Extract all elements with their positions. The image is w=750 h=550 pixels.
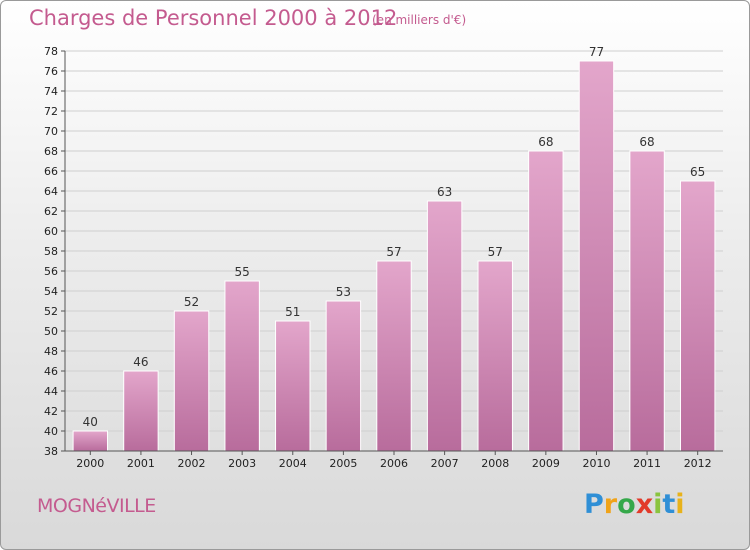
x-tick-label: 2001 — [127, 457, 155, 470]
bar-value-label: 46 — [133, 355, 148, 369]
x-tick-label: 2009 — [532, 457, 560, 470]
chart-subtitle: (en milliers d'€) — [372, 13, 467, 27]
x-tick-label: 2008 — [481, 457, 509, 470]
x-tick-label: 2011 — [633, 457, 661, 470]
y-tick-label: 74 — [44, 85, 58, 98]
x-tick-label: 2000 — [76, 457, 104, 470]
bar-value-label: 77 — [589, 45, 604, 59]
y-tick-label: 54 — [44, 285, 58, 298]
y-tick-label: 60 — [44, 225, 58, 238]
logo-letter: P — [584, 489, 604, 520]
y-tick-label: 70 — [44, 125, 58, 138]
y-tick-label: 44 — [44, 385, 58, 398]
bar-value-label: 57 — [386, 245, 401, 259]
x-tick-label: 2003 — [228, 457, 256, 470]
bar — [528, 150, 564, 452]
y-tick-label: 52 — [44, 305, 58, 318]
y-tick-label: 50 — [44, 325, 58, 338]
bar — [325, 300, 362, 452]
logo-letter: r — [603, 489, 618, 520]
x-tick-label: 2010 — [582, 457, 610, 470]
y-tick-label: 40 — [44, 425, 58, 438]
x-tick-label: 2012 — [684, 457, 712, 470]
bar — [629, 150, 665, 452]
commune-name: MOGNéVILLE — [37, 495, 156, 517]
y-tick-label: 62 — [44, 205, 58, 218]
y-tick-label: 76 — [44, 65, 58, 78]
proxiti-logo: Proxiti — [584, 489, 685, 520]
y-tick-label: 56 — [44, 265, 58, 278]
bar-value-label: 68 — [639, 135, 654, 149]
bar-value-label: 68 — [538, 135, 553, 149]
bar-value-label: 53 — [336, 285, 351, 299]
bar — [679, 180, 716, 452]
y-tick-label: 42 — [44, 405, 58, 418]
bar — [426, 200, 463, 452]
y-tick-label: 58 — [44, 245, 58, 258]
bar-value-label: 51 — [285, 305, 300, 319]
x-tick-label: 2004 — [279, 457, 307, 470]
logo-letter: x — [635, 489, 654, 520]
bar — [275, 320, 311, 452]
x-tick-label: 2006 — [380, 457, 408, 470]
bar — [123, 370, 159, 452]
y-axis: 38 40 42 44 46 48 50 52 54 56 58 60 62 64 66 68 70 72 74 76… — [44, 45, 66, 458]
y-tick-label: 66 — [44, 165, 58, 178]
bar — [376, 260, 412, 452]
y-tick-label: 38 — [44, 445, 58, 458]
bar-value-label: 65 — [690, 165, 705, 179]
y-tick-label: 72 — [44, 105, 58, 118]
y-tick-label: 78 — [44, 45, 58, 58]
bar — [578, 60, 615, 452]
logo-letter: t — [662, 489, 676, 520]
bar — [173, 310, 210, 452]
y-tick-label: 68 — [44, 145, 58, 158]
x-tick-label: 2007 — [431, 457, 459, 470]
y-tick-label: 64 — [44, 185, 58, 198]
bar — [477, 260, 513, 452]
bar-value-label: 55 — [235, 265, 250, 279]
x-tick-label: 2005 — [329, 457, 357, 470]
bar-value-label: 57 — [488, 245, 503, 259]
bar-value-label: 52 — [184, 295, 199, 309]
x-tick-label: 2002 — [178, 457, 206, 470]
chart-title: Charges de Personnel 2000 à 2012 — [29, 6, 398, 30]
bar — [224, 280, 260, 452]
logo-letter: i — [675, 489, 685, 520]
bar-value-label: 63 — [437, 185, 452, 199]
bar-value-label: 40 — [83, 415, 98, 429]
y-tick-label: 48 — [44, 345, 58, 358]
x-axis: 2000 2001 2002 2003 2004 2005 2006 2007 2008 2009… — [65, 450, 723, 470]
bar — [72, 430, 109, 452]
logo-letter: o — [617, 489, 636, 520]
y-tick-label: 46 — [44, 365, 58, 378]
bars: 40 46 52 55 51 53 57 63 57 68 77 68 65 — [72, 45, 716, 452]
logo-letter: i — [653, 489, 663, 520]
